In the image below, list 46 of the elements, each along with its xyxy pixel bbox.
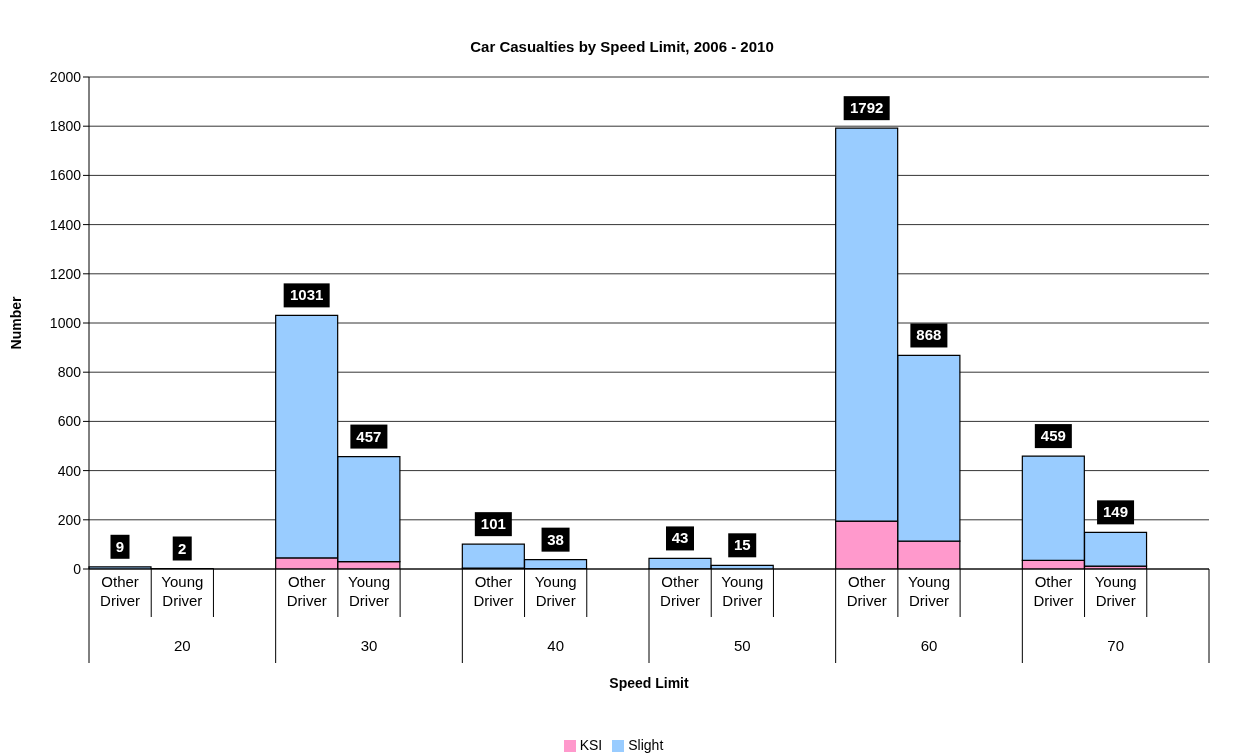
legend-label: Slight bbox=[628, 737, 664, 753]
chart-title: Car Casualties by Speed Limit, 2006 - 2010 bbox=[469, 38, 775, 55]
total-label: 9 bbox=[115, 537, 125, 555]
y-tick-label: 600 bbox=[57, 413, 82, 430]
y-tick-label: 2000 bbox=[49, 68, 82, 85]
legend-label: KSI bbox=[579, 737, 603, 753]
total-label: 15 bbox=[733, 536, 751, 554]
total-label: 1792 bbox=[849, 99, 884, 117]
x-tick-label: Young Driver bbox=[908, 573, 950, 609]
y-tick-label: 1000 bbox=[49, 314, 82, 331]
x-tick-label: Other Driver bbox=[473, 573, 514, 609]
y-tick-label: 1800 bbox=[49, 118, 82, 135]
text: 40 bbox=[547, 637, 565, 654]
x-tick-label: Other Driver bbox=[1033, 573, 1074, 609]
text: 30 bbox=[360, 637, 378, 654]
total-label: 43 bbox=[671, 529, 689, 547]
y-tick-label: 0 bbox=[73, 560, 82, 577]
x-tick-label: Other Driver bbox=[100, 573, 141, 609]
x-tick-label: Young Driver bbox=[721, 573, 764, 609]
total-label: 38 bbox=[547, 530, 564, 548]
x-tick-label: Young Driver bbox=[161, 573, 204, 609]
y-tick-label: 1200 bbox=[49, 265, 82, 282]
total-label: 1031 bbox=[289, 286, 324, 304]
x-tick-label: Young Driver bbox=[348, 573, 390, 609]
y-tick-label: 1600 bbox=[49, 167, 82, 184]
x-tick-label: Other Driver bbox=[286, 573, 327, 609]
y-tick-label: 400 bbox=[57, 462, 82, 479]
x-tick-label: Young Driver bbox=[534, 573, 577, 609]
x-tick-label: Other Driver bbox=[660, 573, 701, 609]
x-axis-title: Speed Limit bbox=[609, 675, 689, 691]
text: 70 bbox=[1107, 637, 1125, 654]
total-label: 149 bbox=[1103, 503, 1129, 521]
y-axis-title: Number bbox=[7, 296, 24, 350]
text: 20 bbox=[173, 637, 191, 654]
total-label: 459 bbox=[1040, 427, 1066, 445]
y-tick-label: 1400 bbox=[49, 216, 82, 233]
total-label: 2 bbox=[178, 539, 187, 557]
y-tick-label: 800 bbox=[57, 364, 82, 381]
total-label: 868 bbox=[916, 326, 942, 344]
x-tick-label: Young Driver bbox=[1094, 573, 1137, 609]
text: 50 bbox=[733, 637, 751, 654]
x-tick-label: Other Driver bbox=[846, 573, 887, 609]
total-label: 457 bbox=[356, 427, 382, 445]
y-tick-label: 200 bbox=[57, 511, 82, 528]
text: 60 bbox=[920, 637, 938, 654]
total-label: 101 bbox=[480, 515, 506, 533]
